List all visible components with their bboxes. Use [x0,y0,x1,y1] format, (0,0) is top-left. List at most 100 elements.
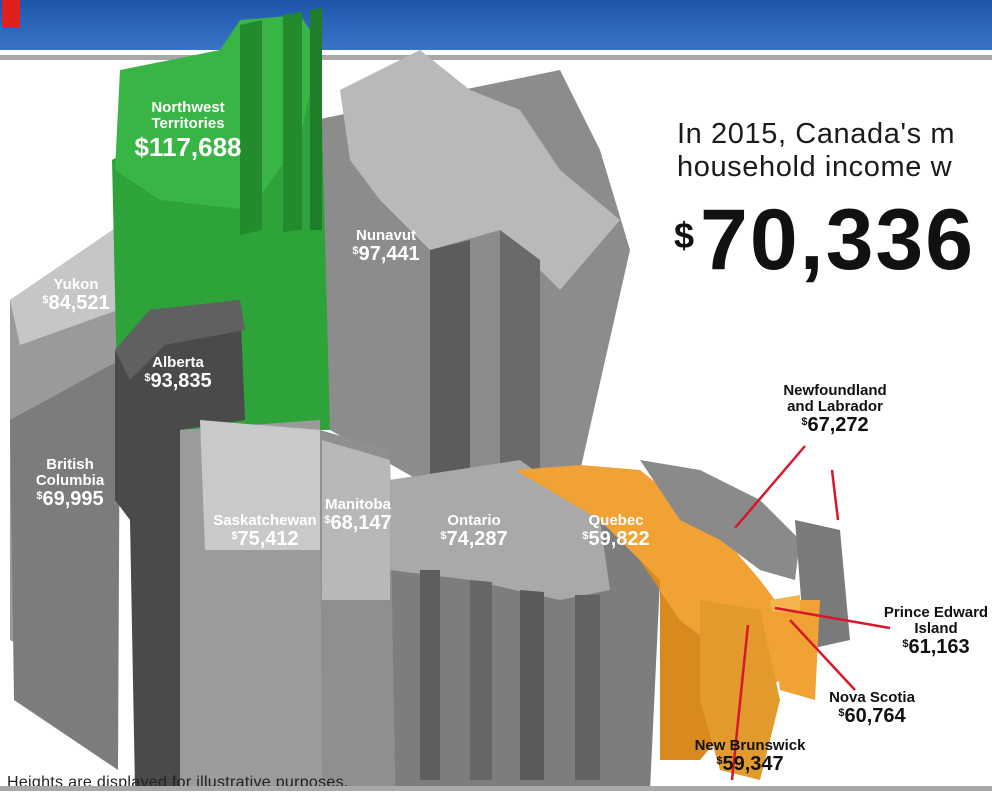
median-amount: 70,336 [700,195,976,285]
currency-sign: $ [324,513,331,526]
label-name: Yukon [53,276,99,293]
label-nunavut: Nunavut $97,441 [346,228,426,265]
label-new-brunswick: New Brunswick $59,347 [690,738,810,775]
value-text: 59,822 [588,527,650,550]
label-northwest-territories: Northwest Territories $117,688 [128,100,248,161]
label-value: $59,822 [576,527,656,550]
currency-sign: $ [902,637,909,650]
label-value: $97,441 [346,242,426,265]
label-name: Nunavut [356,227,416,244]
bottom-rule [0,786,992,791]
ontario-ridge-1 [420,570,440,780]
ontario-ridge-3 [520,590,544,780]
label-name: Island [914,619,958,637]
label-value: $69,995 [30,487,110,510]
currency-sign: $ [144,371,151,384]
nwt-tower-3 [310,8,322,230]
currency-sign: $ [582,529,589,542]
currency-sign: $ [36,489,43,502]
ontario-ridge-2 [470,580,492,780]
currency-sign: $ [716,754,723,767]
value-text: 60,764 [844,704,906,727]
label-name: Newfoundland [783,382,887,399]
prism-nwt-top [115,15,320,210]
currency-sign: $ [231,529,238,542]
currency-sign: $ [352,244,359,257]
label-name: Northwest [151,99,225,116]
label-value: $68,147 [318,511,398,534]
ontario-ridge-4 [575,595,600,780]
leader-new-brunswick [730,624,750,781]
prism-yukon-top [10,225,120,345]
leader-labrador [830,469,840,521]
label-name: New Brunswick [694,737,806,754]
currency-sign: $ [42,293,49,306]
label-british-columbia: British Columbia $69,995 [30,457,110,510]
value-text: 93,835 [150,369,212,392]
median-income: $70,336 [674,195,992,285]
value-text: $117,688 [134,131,242,162]
value-text: 84,521 [48,291,110,314]
label-value: $117,688 [128,131,248,162]
label-name: Nova Scotia [829,689,915,706]
top-banner [0,0,992,50]
nwt-tower-2 [283,12,302,232]
currency-sign: $ [838,706,845,719]
label-alberta: Alberta $93,835 [138,355,218,392]
currency-sign: $ [440,529,447,542]
headline-line-2: household income w [677,151,953,183]
prism-newfoundland [640,460,800,580]
median-currency: $ [674,215,697,256]
value-text: 97,441 [358,242,420,265]
label-value: $84,521 [36,291,116,314]
headline: In 2015, Canada's m household income w [677,118,992,184]
value-text: 67,272 [807,413,869,436]
label-quebec: Quebec $59,822 [576,513,656,550]
label-name: Territories [151,114,225,132]
label-value: $59,347 [690,752,810,775]
headline-line-1: In 2015, Canada's m [677,118,956,150]
label-name: Quebec [588,512,644,529]
label-yukon: Yukon $84,521 [36,277,116,314]
value-text: 61,163 [908,635,970,658]
label-name: Ontario [447,512,501,529]
label-name: Columbia [35,471,105,489]
prism-manitoba-top [322,440,390,600]
top-rule [0,55,992,60]
label-name: Manitoba [325,496,391,513]
label-value: $61,163 [880,635,992,658]
label-value: $67,272 [770,413,900,436]
leader-nova-scotia [789,619,856,691]
currency-sign: $ [801,415,808,428]
label-ontario: Ontario $74,287 [434,513,514,550]
nwt-tower-1 [240,20,262,235]
prism-nova-scotia [770,600,820,700]
prism-nunavut-top [340,50,620,290]
label-name: Prince Edward [883,604,989,621]
label-saskatchewan: Saskatchewan $75,412 [210,513,320,550]
label-name: British [46,456,94,473]
value-text: 74,287 [446,527,508,550]
value-text: 59,347 [722,752,784,775]
prism-bc-front [10,360,120,770]
leader-newfoundland [734,445,806,529]
label-value: $74,287 [434,527,514,550]
banner-accent [2,0,20,28]
prism-alberta-top [115,300,245,380]
label-manitoba: Manitoba $68,147 [318,497,398,534]
value-text: 68,147 [330,511,392,534]
label-name: and Labrador [787,397,883,415]
label-value: $75,412 [210,527,320,550]
label-prince-edward-island: Prince Edward Island $61,163 [880,605,992,658]
label-nova-scotia: Nova Scotia $60,764 [822,690,922,727]
prism-new-brunswick [700,600,780,780]
label-value: $93,835 [138,369,218,392]
prism-ontario-top [390,460,610,600]
label-name: Alberta [152,354,204,371]
label-newfoundland-labrador: Newfoundland and Labrador $67,272 [770,383,900,436]
value-text: 69,995 [42,487,104,510]
label-name: Saskatchewan [213,512,317,529]
label-value: $60,764 [822,704,922,727]
value-text: 75,412 [237,527,299,550]
